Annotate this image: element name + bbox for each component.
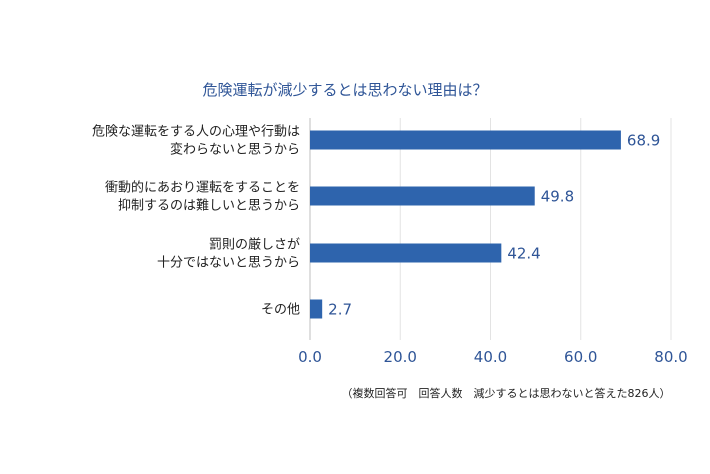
bars: 68.9 49.8 42.4 2.7	[310, 130, 660, 319]
data-label: 42.4	[507, 245, 540, 263]
data-label: 2.7	[328, 301, 352, 319]
gridlines	[309, 118, 672, 340]
bar	[310, 299, 323, 319]
bar	[310, 243, 502, 263]
category-label: 罰則の厳しさが	[209, 238, 300, 253]
footnote: （複数回答可 回答人数 減少するとは思わないと答えた826人）	[342, 386, 671, 400]
category-label: 変わらないと思うから	[170, 142, 300, 158]
x-tick-label: 60.0	[564, 348, 597, 366]
category-labels: 危険な運転をする人の心理や行動は変わらないと思うから衝動的にあおり運転をすること…	[92, 125, 300, 318]
category-label: その他	[261, 303, 300, 318]
category-label: 十分ではないと思うから	[157, 256, 300, 271]
data-label: 68.9	[627, 132, 660, 150]
x-tick-label: 40.0	[474, 348, 507, 366]
category-label: 抑制するのは難しいと思うから	[118, 199, 300, 214]
x-tick-label: 0.0	[298, 348, 322, 366]
x-tick-label: 80.0	[654, 348, 687, 366]
category-label: 衝動的にあおり運転をすることを	[105, 180, 300, 196]
x-tick-label: 20.0	[384, 348, 417, 366]
bar	[310, 130, 621, 150]
category-label: 危険な運転をする人の心理や行動は	[92, 125, 300, 140]
data-label: 49.8	[541, 188, 574, 206]
x-axis-ticks: 0.0 20.0 40.0 60.0 80.0	[298, 348, 688, 366]
chart-title: 危険運転が減少するとは思わない理由は？	[202, 81, 487, 99]
bar	[310, 186, 535, 206]
